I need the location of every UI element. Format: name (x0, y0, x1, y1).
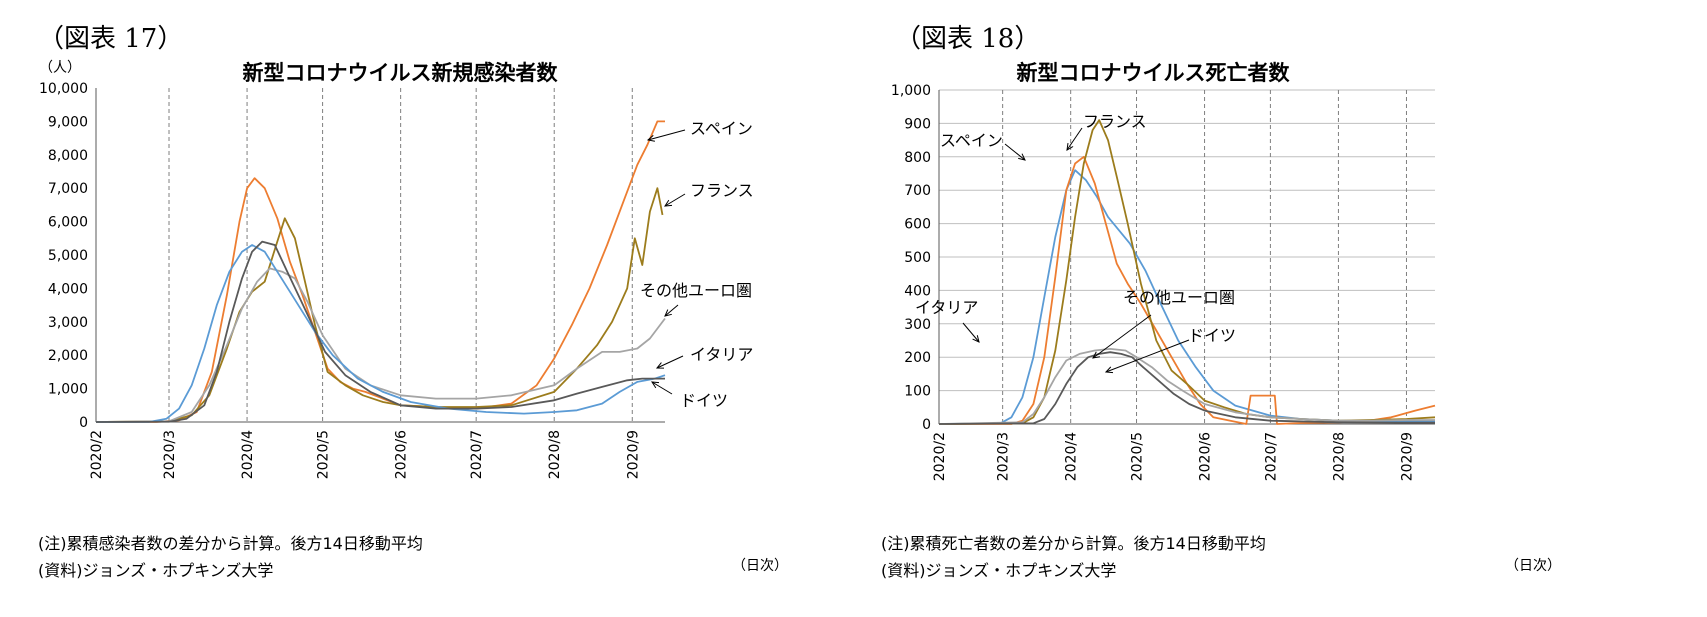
label-leader-line (664, 304, 679, 317)
label-arrowhead (655, 362, 665, 369)
series-line (938, 351, 1435, 425)
series-label: スペイン (690, 119, 753, 138)
series-label: イタリア (915, 298, 978, 317)
y-tick-label: 3,000 (48, 315, 88, 331)
x-tick-label: 2020/9 (625, 430, 641, 479)
label-arrowhead (1092, 351, 1100, 359)
y-tick-label: 0 (79, 415, 88, 431)
x-tick-label: 2020/5 (1130, 432, 1146, 481)
label-leader-line (1092, 314, 1152, 359)
x-tick-label: 2020/8 (547, 430, 563, 479)
label-arrowhead (1104, 366, 1114, 374)
y-tick-label: 1,000 (48, 382, 88, 398)
label-arrowhead (651, 381, 660, 389)
figure-label: （図表 17） (38, 24, 184, 54)
label-leader-line (1004, 143, 1026, 161)
x-axis-unit-label: （日次） (732, 558, 788, 574)
x-tick-label: 2020/3 (162, 430, 178, 479)
series-label: スペイン (940, 131, 1003, 150)
y-tick-label: 200 (904, 350, 931, 366)
chart-17: 新型コロナウイルス新規感染者数 （人） （日次） 0 1,000 2,000 3,000 4,… (39, 60, 788, 574)
label-leader-line (647, 129, 686, 141)
y-tick-label: 400 (904, 283, 931, 299)
label-arrowhead (1066, 143, 1074, 151)
y-tick-label: 300 (904, 317, 931, 333)
x-tick-label: 2020/2 (89, 430, 105, 479)
series-line (96, 120, 665, 423)
y-tick-label: 100 (904, 384, 931, 400)
y-tick-label: 6,000 (48, 215, 88, 231)
chart-note: (注)累積感染者数の差分から計算。後方14日移動平均 (38, 534, 423, 553)
chart-panel-18: 新型コロナウイルス死亡者数（人）（日次）01002003004005006007… (853, 0, 1706, 617)
y-tick-label: 8,000 (48, 148, 88, 164)
y-tick-label: 900 (904, 116, 931, 132)
y-tick-label: 800 (904, 150, 931, 166)
chart-source: (資料)ジョンズ・ホプキンズ大学 (881, 561, 1117, 580)
chart-note: (注)累積死亡者数の差分から計算。後方14日移動平均 (881, 534, 1266, 553)
x-tick-label: 2020/7 (1263, 432, 1279, 481)
x-tick-label: 2020/6 (1198, 432, 1214, 481)
label-leader-line (1066, 127, 1083, 151)
series-label: その他ユーロ圏 (1123, 288, 1235, 307)
label-leader-line (651, 381, 673, 395)
series-label: ドイツ (1188, 326, 1236, 345)
series-line (938, 348, 1435, 425)
series-line (95, 187, 664, 423)
y-tick-label: 500 (904, 250, 931, 266)
x-axis-unit-label: （日次） (1505, 558, 1561, 574)
y-tick-label: 9,000 (48, 114, 88, 130)
label-arrowhead (972, 335, 980, 343)
x-tick-label: 2020/4 (1064, 432, 1080, 481)
y-tick-label: 5,000 (48, 248, 88, 264)
y-tick-label: 600 (904, 217, 931, 233)
series-label: フランス (690, 181, 754, 200)
series-label: フランス (1083, 112, 1147, 131)
chart-title: 新型コロナウイルス死亡者数 (1017, 61, 1291, 85)
label-arrowhead (1018, 153, 1026, 161)
series-line (938, 119, 1436, 425)
x-tick-label: 2020/6 (394, 430, 410, 479)
series-label: その他ユーロ圏 (640, 281, 752, 300)
series-label: イタリア (690, 345, 753, 364)
y-tick-label: 0 (922, 417, 931, 433)
chart-18: 新型コロナウイルス死亡者数（人）（日次）01002003004005006007… (891, 61, 1561, 574)
y-axis-unit-label: （人） (39, 60, 81, 76)
label-leader-line (664, 193, 686, 207)
series-line (939, 155, 1436, 425)
y-tick-label: 2,000 (48, 348, 88, 364)
x-tick-label: 2020/4 (240, 430, 256, 479)
x-tick-label: 2020/9 (1399, 432, 1415, 481)
x-tick-label: 2020/7 (469, 430, 485, 479)
y-tick-label: 700 (904, 183, 931, 199)
chart-panel-17: 新型コロナウイルス新規感染者数 （人） （日次） 0 1,000 2,000 3,000 4,… (0, 0, 853, 617)
x-tick-label: 2020/5 (316, 430, 332, 479)
x-tick-label: 2020/8 (1331, 432, 1347, 481)
chart-title: 新型コロナウイルス新規感染者数 (243, 61, 559, 85)
y-tick-label: 10,000 (39, 81, 88, 97)
chart-source: (資料)ジョンズ・ホプキンズ大学 (38, 561, 274, 580)
x-tick-label: 2020/3 (996, 432, 1012, 481)
label-arrowhead (664, 309, 672, 317)
series-line (95, 240, 665, 423)
x-tick-label: 2020/2 (932, 432, 948, 481)
label-leader-line (656, 355, 684, 369)
label-leader-line (962, 322, 980, 343)
series-label: ドイツ (680, 391, 728, 410)
y-tick-label: 1,000 (891, 83, 931, 99)
y-tick-label: 4,000 (48, 281, 88, 297)
label-arrowhead (664, 199, 673, 207)
label-arrowhead (646, 135, 655, 142)
series-line (95, 267, 666, 423)
label-leader-line (1105, 339, 1190, 373)
y-tick-label: 7,000 (48, 181, 88, 197)
figure-label: （図表 18） (895, 24, 1041, 54)
